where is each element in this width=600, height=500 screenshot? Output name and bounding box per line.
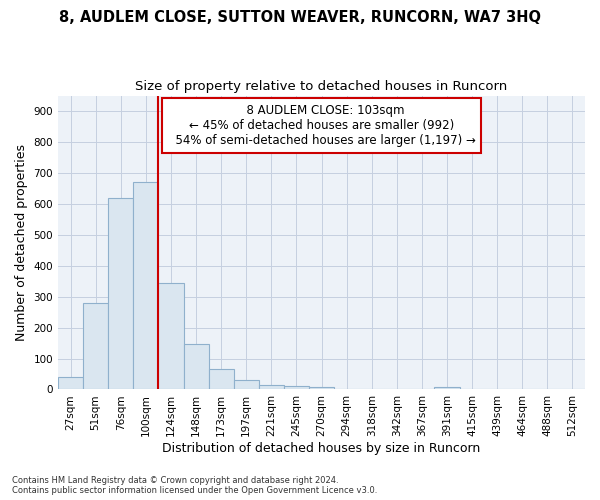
Bar [284, 386, 309, 390]
Bar [233, 380, 259, 390]
Bar [259, 386, 284, 390]
Bar [184, 344, 209, 390]
Bar [58, 377, 83, 390]
X-axis label: Distribution of detached houses by size in Runcorn: Distribution of detached houses by size … [163, 442, 481, 455]
Bar [158, 282, 184, 390]
Bar [83, 303, 108, 390]
Bar [209, 370, 233, 390]
Bar [133, 182, 158, 390]
Text: 8, AUDLEM CLOSE, SUTTON WEAVER, RUNCORN, WA7 3HQ: 8, AUDLEM CLOSE, SUTTON WEAVER, RUNCORN,… [59, 10, 541, 25]
Y-axis label: Number of detached properties: Number of detached properties [15, 144, 28, 341]
Bar [108, 198, 133, 390]
Text: Contains HM Land Registry data © Crown copyright and database right 2024.
Contai: Contains HM Land Registry data © Crown c… [12, 476, 377, 495]
Title: Size of property relative to detached houses in Runcorn: Size of property relative to detached ho… [136, 80, 508, 93]
Bar [309, 387, 334, 390]
Text: 8 AUDLEM CLOSE: 103sqm
← 45% of detached houses are smaller (992)
  54% of semi-: 8 AUDLEM CLOSE: 103sqm ← 45% of detached… [167, 104, 475, 148]
Bar [434, 387, 460, 390]
